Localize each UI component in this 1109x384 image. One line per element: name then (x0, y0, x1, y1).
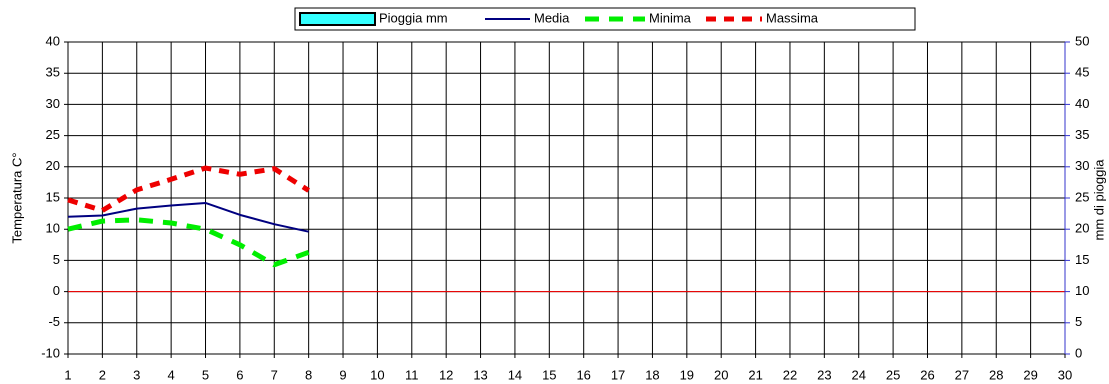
legend-label: Massima (766, 10, 819, 25)
x-tick-label: 29 (1023, 367, 1037, 382)
y2-tick-label: 10 (1075, 283, 1089, 298)
y-tick-label: 20 (46, 158, 60, 173)
x-tick-label: 27 (955, 367, 969, 382)
x-tick-label: 19 (680, 367, 694, 382)
x-tick-label: 5 (202, 367, 209, 382)
series-line (67, 217, 310, 268)
y-tick-label: 0 (53, 283, 60, 298)
x-tick-label: 18 (645, 367, 659, 382)
x-tick-label: 7 (271, 367, 278, 382)
x-tick-label: 22 (783, 367, 797, 382)
y-tick-label: 5 (53, 252, 60, 267)
x-tick-label: 15 (542, 367, 556, 382)
x-tick-label: 16 (576, 367, 590, 382)
x-tick-label: 11 (405, 367, 419, 382)
x-tick-label: 14 (508, 367, 522, 382)
x-tick-label: 26 (920, 367, 934, 382)
legend-box (294, 7, 916, 31)
y2-tick-label: 25 (1075, 189, 1089, 204)
x-tick-label: 12 (439, 367, 453, 382)
x-tick-label: 2 (99, 367, 106, 382)
y2-tick-label: 30 (1075, 158, 1089, 173)
x-tick-label: 21 (748, 367, 762, 382)
y-tick-label: 35 (46, 65, 60, 80)
legend-label: Pioggia mm (379, 10, 448, 25)
legend-label: Minima (649, 10, 692, 25)
y-tick-label: -5 (48, 314, 60, 329)
x-tick-label: 8 (305, 367, 312, 382)
x-tick-label: 24 (851, 367, 865, 382)
y2-tick-label: 15 (1075, 252, 1089, 267)
y2-axis-label: mm di pioggia (1091, 159, 1106, 241)
y-axis-label: Temperatura C° (9, 152, 24, 243)
y2-tick-label: 45 (1075, 65, 1089, 80)
x-tick-label: 13 (473, 367, 487, 382)
y2-tick-label: 50 (1075, 33, 1089, 48)
y-tick-label: 25 (46, 127, 60, 142)
x-tick-label: 30 (1058, 367, 1072, 382)
x-tick-label: 25 (886, 367, 900, 382)
y2-tick-label: 0 (1075, 345, 1082, 360)
y2-tick-label: 40 (1075, 96, 1089, 111)
x-tick-label: 4 (168, 367, 175, 382)
legend-swatch (299, 12, 376, 26)
x-tick-label: 17 (611, 367, 625, 382)
x-tick-label: 1 (64, 367, 71, 382)
legend-label: Media (534, 10, 570, 25)
y-tick-label: 40 (46, 33, 60, 48)
y2-tick-label: 20 (1075, 221, 1089, 236)
y-tick-label: -10 (41, 345, 60, 360)
series-line (67, 165, 310, 213)
y2-tick-label: 35 (1075, 127, 1089, 142)
x-tick-label: 28 (989, 367, 1003, 382)
series-line (67, 201, 309, 233)
x-tick-label: 6 (236, 367, 243, 382)
x-tick-label: 10 (370, 367, 384, 382)
y-tick-label: 15 (46, 189, 60, 204)
y2-tick-label: 5 (1075, 314, 1082, 329)
x-tick-label: 23 (817, 367, 831, 382)
x-tick-label: 20 (714, 367, 728, 382)
y-tick-label: 10 (46, 221, 60, 236)
x-tick-label: 9 (339, 367, 346, 382)
y-tick-label: 30 (46, 96, 60, 111)
x-tick-label: 3 (133, 367, 140, 382)
